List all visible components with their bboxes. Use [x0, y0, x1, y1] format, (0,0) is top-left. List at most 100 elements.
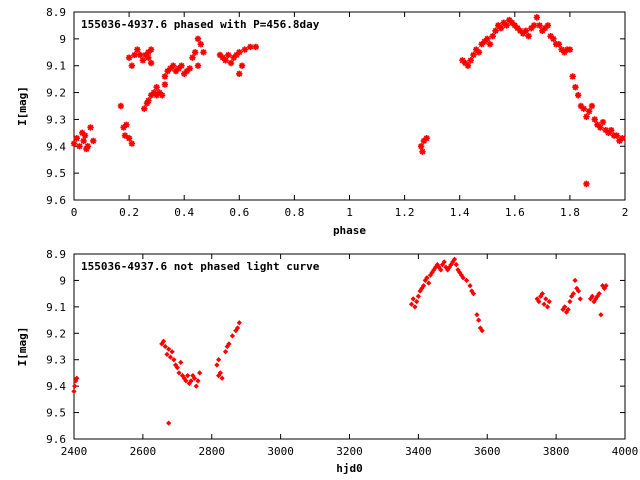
data-point [613, 132, 620, 139]
data-point [125, 135, 133, 142]
data-point [580, 105, 587, 112]
x-tick-label: 0.8 [284, 206, 304, 219]
x-axis-label: hjd0 [336, 462, 363, 475]
data-point [120, 124, 127, 131]
data-point [605, 129, 612, 137]
data-point [167, 354, 174, 360]
data-point [192, 49, 199, 56]
data-point [522, 27, 530, 34]
data-point [183, 378, 189, 384]
data-point [128, 62, 136, 69]
data-point [136, 51, 144, 59]
data-point [497, 24, 505, 32]
data-point [80, 137, 87, 145]
y-tick-label: 8.9 [46, 6, 66, 19]
data-point [222, 57, 229, 64]
data-point [588, 102, 596, 110]
data-point [166, 346, 172, 352]
data-point [547, 32, 554, 40]
data-point [147, 46, 155, 53]
data-point [150, 89, 158, 96]
data-point [139, 57, 147, 64]
data-point [225, 51, 232, 59]
data-point [467, 57, 474, 64]
data-point [585, 108, 593, 115]
data-point [74, 375, 80, 381]
data-point [81, 132, 89, 139]
data-point [164, 351, 170, 358]
data-point [90, 137, 97, 145]
data-point [415, 293, 421, 299]
data-point [219, 375, 225, 381]
x-tick-label: 0.4 [174, 206, 194, 219]
data-point [572, 84, 579, 91]
data-point [602, 126, 609, 134]
data-point [453, 261, 459, 268]
data-point [519, 30, 527, 37]
data-point [550, 35, 557, 43]
data-point [233, 51, 240, 59]
data-point [486, 41, 494, 48]
data-point [229, 333, 236, 339]
x-tick-label: 3400 [405, 445, 432, 458]
data-point [420, 283, 427, 289]
data-point [197, 370, 203, 376]
data-point [460, 275, 466, 281]
data-point [216, 357, 222, 363]
data-point [608, 126, 615, 134]
data-point [238, 62, 246, 69]
data-point [162, 343, 168, 350]
data-point [193, 383, 199, 389]
data-point [76, 143, 83, 150]
data-point [189, 54, 196, 61]
data-point [511, 22, 518, 29]
data-point [503, 22, 510, 29]
data-point [153, 92, 160, 99]
data-point [484, 35, 491, 43]
data-point [508, 19, 516, 26]
data-point [555, 41, 563, 48]
x-tick-label: 4000 [612, 445, 639, 458]
chart-title: 155036-4937.6 phased with P=456.8day [81, 18, 320, 31]
data-point [227, 59, 235, 67]
data-point [541, 24, 549, 32]
chart-title: 155036-4937.6 not phased light curve [81, 260, 320, 273]
data-point [530, 22, 538, 29]
data-point [408, 301, 415, 307]
x-tick-label: 1.8 [560, 206, 580, 219]
data-point [188, 378, 194, 384]
data-point [169, 62, 177, 69]
data-point [153, 84, 160, 91]
y-tick-label: 9.4 [46, 380, 66, 393]
data-point [500, 19, 507, 26]
data-point [464, 62, 472, 69]
data-point [412, 304, 418, 310]
data-point [183, 67, 191, 75]
data-point [171, 357, 177, 363]
phased-light-curve-panel: 0 0.2 0.4 0.6 0.8 1 1.2 1.4 1.6 1.8 2 8.9 9 9.1 9.2 9.3… [16, 6, 628, 237]
data-point [160, 338, 167, 344]
y-tick-label: 8.9 [46, 248, 66, 261]
data-point [191, 375, 198, 381]
data-point [583, 113, 590, 120]
y-tick-label: 9.2 [46, 87, 66, 100]
data-point [514, 24, 521, 32]
data-point [236, 49, 243, 56]
data-point [492, 27, 499, 34]
data-point [423, 135, 430, 142]
data-point [599, 118, 607, 126]
x-tick-label: 3600 [474, 445, 501, 458]
data-point [470, 291, 477, 297]
data-point [525, 32, 532, 40]
data-point [462, 59, 469, 67]
data-point [174, 365, 180, 371]
data-point [417, 143, 425, 150]
data-point [414, 298, 420, 305]
data-point [489, 32, 496, 40]
data-point [567, 298, 573, 305]
data-point [241, 46, 249, 53]
x-tick-label: 3200 [336, 445, 363, 458]
data-point [145, 49, 152, 56]
data-point [142, 51, 149, 59]
data-point [603, 283, 609, 289]
